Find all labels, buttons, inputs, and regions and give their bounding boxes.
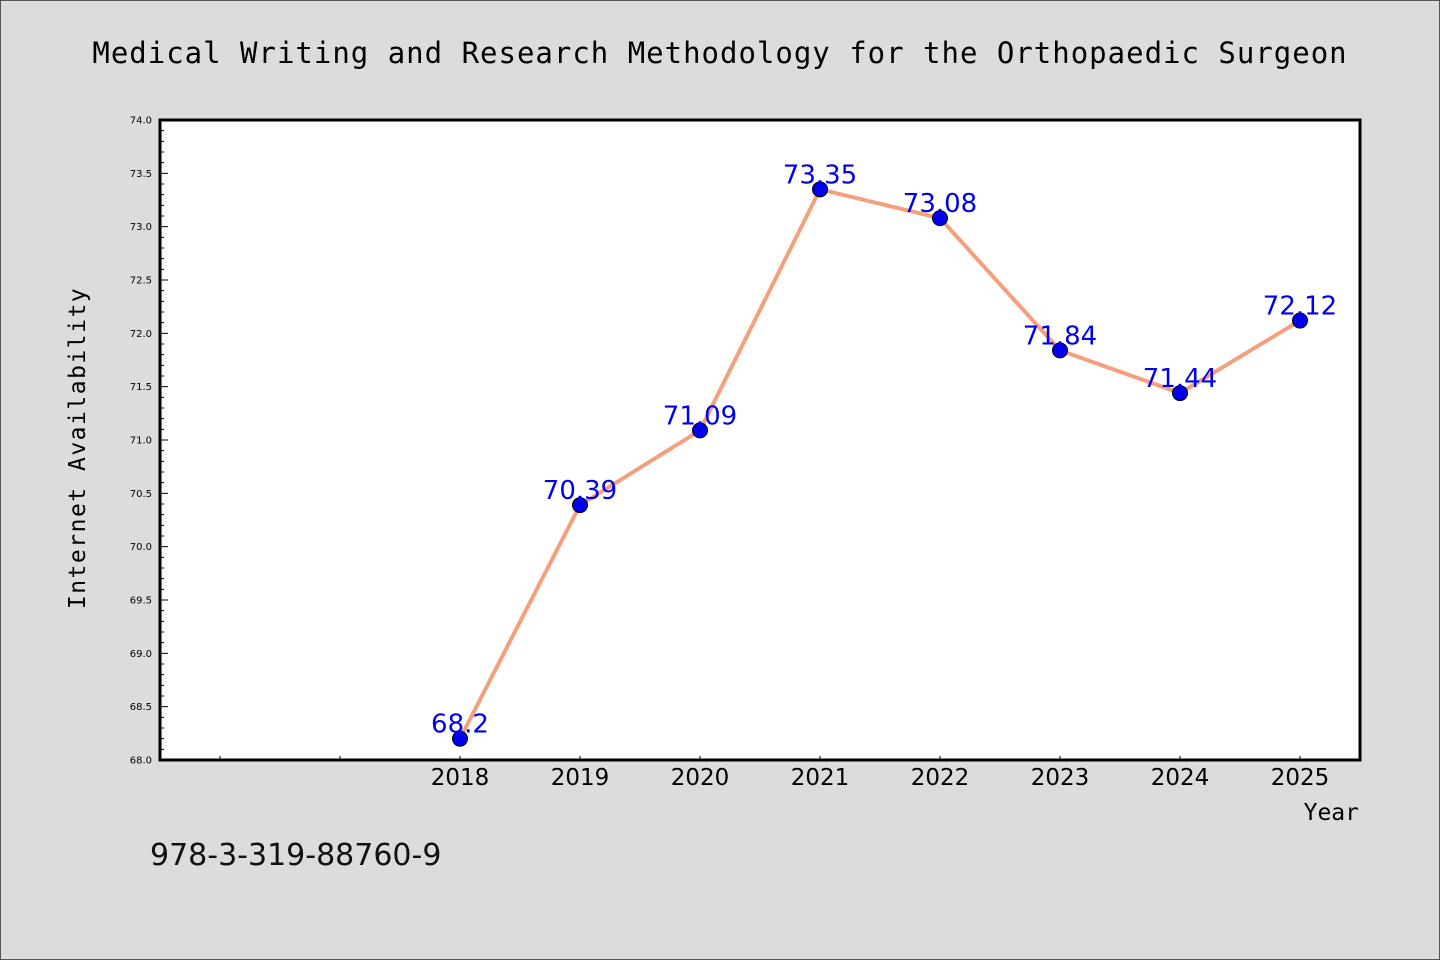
y-tick-label: 74.0 — [130, 116, 152, 127]
x-tick-label: 2025 — [1271, 765, 1330, 791]
x-tick-label: 2024 — [1151, 765, 1210, 791]
plot-area — [158, 118, 1362, 762]
chart-title: Medical Writing and Research Methodology… — [92, 36, 1347, 70]
data-label: 73.08 — [903, 189, 977, 219]
data-label: 71.09 — [663, 401, 737, 431]
data-label: 70.39 — [543, 476, 617, 506]
x-tick-label: 2020 — [671, 765, 730, 791]
x-tick-label: 2021 — [791, 765, 850, 791]
data-point — [812, 181, 828, 198]
y-axis-label: Internet Availability — [65, 287, 91, 609]
y-tick-label: 72.5 — [130, 276, 152, 287]
x-axis-label: Year — [1304, 800, 1359, 826]
y-tick-label: 71.5 — [130, 382, 152, 393]
y-tick-label: 69.5 — [130, 596, 152, 607]
data-labels-group: 68.2 70.39 71.09 73.35 73.08 71.84 71.44 72.12 — [431, 160, 1337, 739]
data-label: 72.12 — [1263, 292, 1337, 322]
y-tick-label: 70.5 — [130, 489, 152, 500]
y-tick-label: 71.0 — [130, 436, 152, 447]
x-axis: 2018 2019 2020 2021 2022 2023 2024 2025 — [219, 756, 1330, 791]
isbn-text: 978-3-319-88760-9 — [150, 838, 441, 873]
series-line — [458, 187, 1302, 740]
x-tick-label: 2019 — [551, 765, 610, 791]
data-point — [692, 422, 708, 439]
y-tick-label: 73.0 — [130, 222, 152, 233]
data-point — [1052, 342, 1068, 359]
y-tick-label: 73.5 — [130, 169, 152, 180]
data-label: 68.2 — [431, 710, 489, 740]
markers-group — [452, 181, 1308, 747]
data-label: 71.44 — [1143, 364, 1217, 394]
data-point — [1292, 312, 1308, 329]
y-tick-label: 68.0 — [130, 756, 152, 767]
y-tick-label: 72.0 — [130, 329, 152, 340]
data-point — [932, 210, 948, 227]
y-tick-label: 69.0 — [130, 649, 152, 660]
y-axis: 68.0 68.5 69.0 69.5 70.0 70.5 71.0 71.5 72.0 72.5… — [130, 116, 168, 767]
data-label: 71.84 — [1023, 321, 1097, 351]
data-label: 73.35 — [783, 160, 857, 190]
x-tick-label: 2023 — [1031, 765, 1090, 791]
data-point — [1172, 385, 1188, 402]
y-tick-label: 68.5 — [130, 702, 152, 713]
y-tick-label: 70.0 — [130, 542, 152, 553]
x-tick-label: 2018 — [431, 765, 490, 791]
data-point — [452, 730, 468, 747]
data-point — [572, 497, 588, 514]
series-line-group — [458, 187, 1302, 740]
x-tick-label: 2022 — [911, 765, 970, 791]
